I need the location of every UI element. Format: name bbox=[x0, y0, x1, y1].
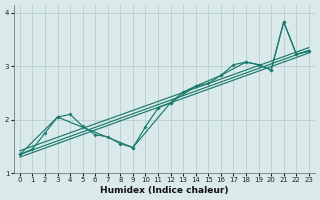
X-axis label: Humidex (Indice chaleur): Humidex (Indice chaleur) bbox=[100, 186, 228, 195]
